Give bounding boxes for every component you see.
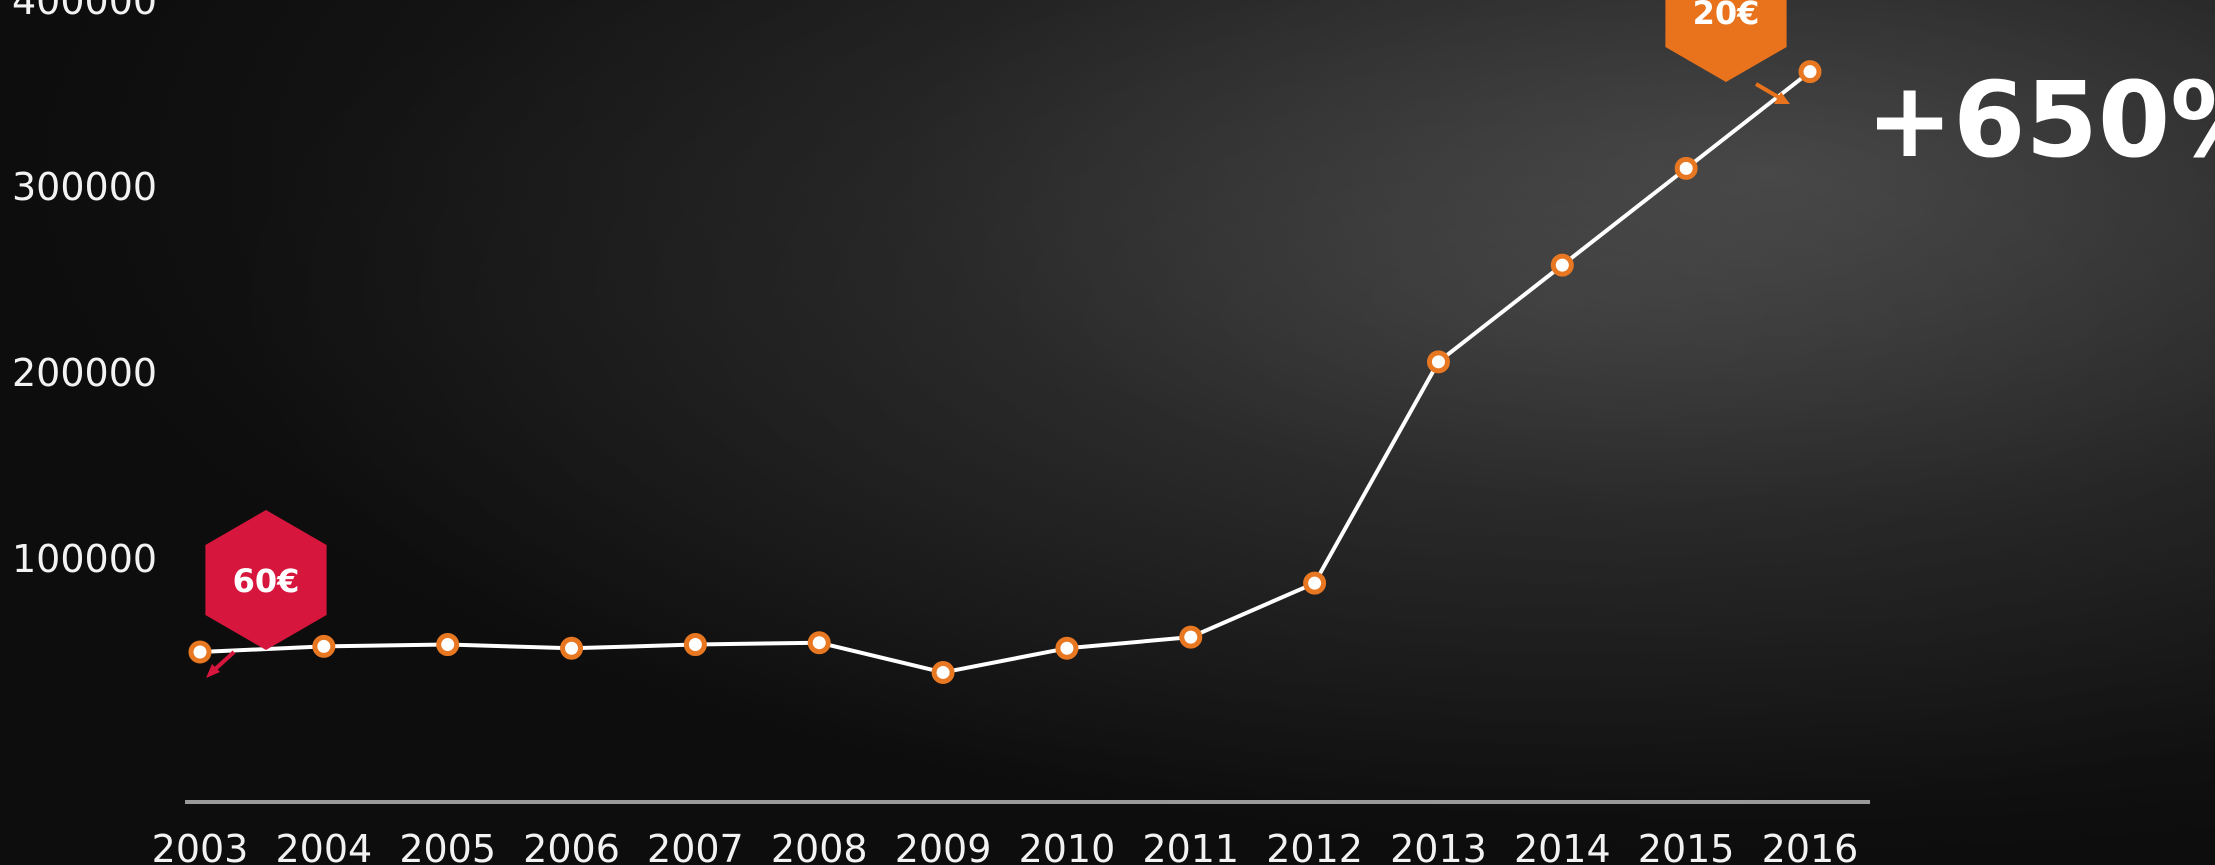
data-point: [312, 634, 336, 658]
end-arrow-head: [1774, 92, 1790, 104]
y-axis: 100000 200000 300000 400000: [12, 0, 157, 581]
data-point: [1550, 253, 1574, 277]
data-point: [683, 633, 707, 657]
data-point: [188, 640, 212, 664]
data-point: [1303, 571, 1327, 595]
start-price-label: 60€: [233, 562, 300, 600]
x-tick-label: 2007: [647, 827, 744, 865]
x-tick-label: 2009: [895, 827, 992, 865]
change-label: +650%: [1866, 59, 2215, 181]
x-tick-label: 2015: [1638, 827, 1735, 865]
data-point: [931, 660, 955, 684]
series-line: [199, 70, 1812, 675]
x-tick-label: 2006: [523, 827, 620, 865]
end-price-label: 20€: [1693, 0, 1760, 32]
x-tick-label: 2013: [1390, 827, 1487, 865]
end-price-badge: [1665, 0, 1787, 82]
start-price-badge: [205, 510, 327, 650]
data-point: [1179, 625, 1203, 649]
data-point: [436, 633, 460, 657]
y-tick-label: 400000: [12, 0, 157, 23]
x-tick-label: 2008: [771, 827, 868, 865]
x-axis: 2003 2004 2005 2006 2007 2008 2009 2010 2011 2012…: [152, 800, 1870, 865]
data-point: [1426, 350, 1450, 374]
x-tick-label: 2012: [1266, 827, 1363, 865]
x-tick-label: 2014: [1514, 827, 1611, 865]
data-point: [1674, 156, 1698, 180]
start-arrow-head: [206, 664, 220, 678]
x-tick-label: 2010: [1019, 827, 1116, 865]
y-tick-label: 300000: [12, 165, 157, 209]
x-tick-label: 2011: [1142, 827, 1239, 865]
x-tick-label: 2004: [275, 827, 372, 865]
data-point: [807, 631, 831, 655]
y-tick-label: 100000: [12, 537, 157, 581]
data-point: [560, 636, 584, 660]
annotations: 60€ 20€ +650%: [205, 0, 2215, 678]
y-tick-label: 200000: [12, 351, 157, 395]
x-tick-label: 2005: [399, 827, 496, 865]
x-tick-label: 2003: [152, 827, 249, 865]
data-point: [1055, 636, 1079, 660]
x-tick-label: 2016: [1762, 827, 1859, 865]
end-arrow: [1754, 82, 1782, 100]
series: [188, 60, 1822, 684]
data-point: [1798, 60, 1822, 84]
